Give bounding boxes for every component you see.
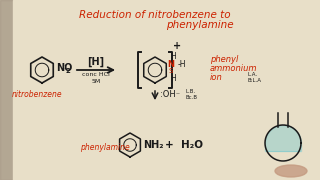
Text: NO: NO — [56, 63, 72, 73]
Text: H: H — [170, 51, 176, 60]
Text: N: N — [167, 60, 174, 69]
Text: :OH⁻: :OH⁻ — [160, 89, 180, 98]
Text: H: H — [170, 73, 176, 82]
Text: nitrobenzene: nitrobenzene — [12, 90, 62, 99]
Text: L.B.: L.B. — [185, 89, 195, 93]
Text: conc HCl: conc HCl — [82, 72, 110, 77]
Text: S: S — [169, 68, 173, 74]
Text: ammonium: ammonium — [210, 64, 258, 73]
Text: +  H₂O: + H₂O — [165, 140, 203, 150]
Text: Bc.B: Bc.B — [185, 94, 197, 100]
Text: NH₂: NH₂ — [143, 140, 164, 150]
Ellipse shape — [275, 165, 307, 177]
Text: 5M: 5M — [92, 79, 100, 84]
Text: +: + — [173, 41, 181, 51]
Text: L.A.: L.A. — [248, 72, 258, 77]
Text: -H: -H — [178, 60, 187, 69]
Text: phenyl: phenyl — [210, 55, 238, 64]
Text: ion: ion — [210, 73, 223, 82]
Text: Reduction of nitrobenzene to: Reduction of nitrobenzene to — [79, 10, 231, 20]
Text: [H]: [H] — [87, 57, 105, 67]
Text: phenylamine: phenylamine — [80, 143, 130, 152]
Text: phenylamine: phenylamine — [166, 20, 234, 30]
Text: B:L.A: B:L.A — [248, 78, 262, 83]
Bar — [0, 0, 14, 180]
Text: 2: 2 — [66, 68, 71, 74]
